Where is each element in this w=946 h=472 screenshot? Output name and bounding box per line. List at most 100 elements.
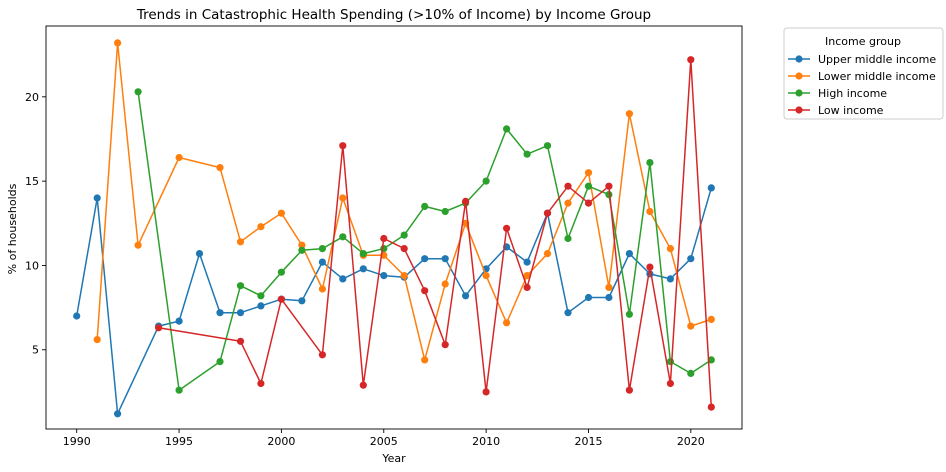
data-point <box>441 255 449 263</box>
legend-swatch-marker <box>795 89 803 97</box>
data-point <box>482 272 490 280</box>
legend-item: Lower middle income <box>788 70 936 83</box>
legend-label: Low income <box>818 104 884 117</box>
data-point <box>236 238 245 246</box>
data-point <box>625 310 634 318</box>
data-point <box>175 317 183 325</box>
data-point <box>421 255 429 263</box>
data-point <box>584 293 593 302</box>
data-point <box>707 356 715 364</box>
series-3 <box>155 56 715 411</box>
data-point <box>298 297 306 305</box>
data-point <box>462 292 470 300</box>
data-point <box>93 194 101 202</box>
data-point <box>482 388 490 396</box>
legend-title: Income group <box>825 35 901 48</box>
legend-label: High income <box>818 87 887 100</box>
data-point <box>605 191 613 199</box>
legend-item: High income <box>788 87 887 100</box>
data-point <box>257 223 265 231</box>
data-point <box>339 142 347 150</box>
data-point <box>298 241 306 249</box>
data-point <box>93 336 101 344</box>
x-axis-label: Year <box>381 452 406 465</box>
data-point <box>646 159 654 167</box>
data-point <box>236 282 245 290</box>
data-point <box>175 153 183 162</box>
series-line <box>158 58 713 408</box>
y-tick-label: 20 <box>25 91 39 104</box>
series-1 <box>93 39 715 364</box>
data-point <box>216 164 224 172</box>
data-point <box>359 381 367 389</box>
y-tick-label: 10 <box>25 259 39 272</box>
data-point <box>318 285 326 293</box>
data-point <box>564 234 572 243</box>
data-point <box>584 182 593 190</box>
data-point <box>646 263 654 271</box>
data-point <box>543 142 552 150</box>
data-point <box>707 403 715 411</box>
data-point <box>318 258 326 266</box>
data-point <box>584 169 593 177</box>
series-0 <box>73 184 715 418</box>
legend-label: Lower middle income <box>818 70 936 83</box>
data-point <box>421 202 429 210</box>
x-tick-label: 2000 <box>267 435 295 448</box>
data-point <box>400 231 408 239</box>
data-point <box>421 356 429 364</box>
data-point <box>687 322 695 330</box>
data-point <box>175 386 183 394</box>
legend-swatch-marker <box>795 72 803 80</box>
data-point <box>134 241 142 249</box>
data-point <box>584 199 593 207</box>
data-point <box>298 246 306 254</box>
data-point <box>523 272 531 280</box>
data-point <box>441 341 449 349</box>
legend-item: Low income <box>788 104 884 117</box>
data-point <box>543 250 552 258</box>
data-point <box>441 207 449 216</box>
series-2 <box>134 88 715 394</box>
data-point <box>564 199 572 207</box>
data-point <box>339 275 347 283</box>
legend: Income group Upper middle income Lower mi… <box>783 27 944 120</box>
x-tick-label: 2005 <box>370 435 398 448</box>
data-point <box>625 110 634 118</box>
legend-swatch-marker <box>795 106 803 114</box>
data-point <box>114 39 122 47</box>
x-tick-label: 1990 <box>63 435 91 448</box>
y-axis: 5 10 15 20 <box>25 91 46 357</box>
legend-swatch-marker <box>795 55 803 63</box>
data-point <box>625 250 634 258</box>
data-point <box>666 245 675 253</box>
x-tick-label: 1995 <box>165 435 193 448</box>
data-point <box>257 292 265 300</box>
y-tick-label: 5 <box>32 344 39 357</box>
data-point <box>277 295 285 303</box>
data-point <box>687 255 695 263</box>
data-point <box>625 386 634 394</box>
data-point <box>646 207 654 216</box>
data-point <box>605 293 613 302</box>
data-point <box>441 280 449 288</box>
x-axis: 1990 1995 2000 2005 2010 2015 2020 <box>63 429 705 448</box>
legend-frame <box>783 27 944 120</box>
data-point <box>318 351 326 359</box>
data-point <box>543 209 552 217</box>
x-tick-label: 2015 <box>574 435 602 448</box>
data-point <box>605 182 613 190</box>
data-point <box>114 410 122 418</box>
data-point <box>216 358 224 366</box>
data-point <box>462 197 470 205</box>
data-point <box>707 184 715 192</box>
data-point <box>339 194 347 202</box>
data-point <box>666 275 675 283</box>
data-point <box>564 182 572 190</box>
data-point <box>687 369 695 377</box>
plot-area <box>45 25 743 430</box>
data-point <box>503 319 511 327</box>
data-point <box>380 272 388 280</box>
data-point <box>236 309 245 317</box>
